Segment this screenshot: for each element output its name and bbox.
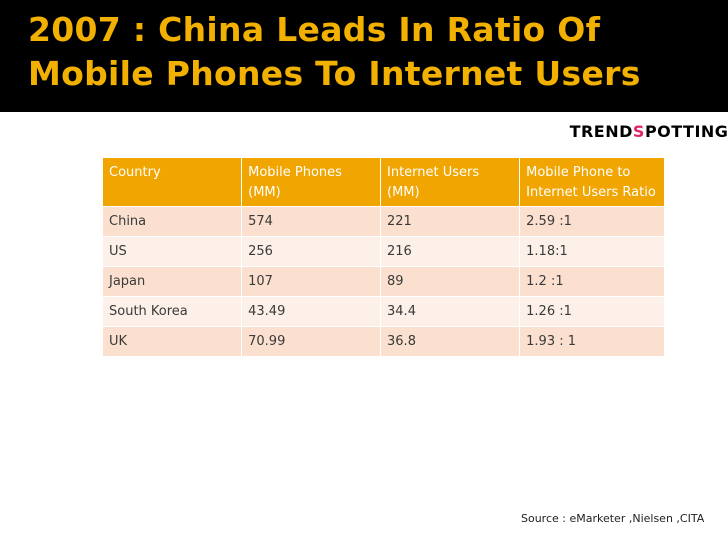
cell-country: UK — [103, 326, 243, 356]
logo-heart-mark: S — [632, 121, 645, 141]
cell-ratio: 2.59 :1 — [519, 206, 665, 237]
cell-country: Japan — [103, 266, 243, 297]
logo-text-right: POTTING — [644, 121, 728, 141]
cell-mobile-phones: 70.99 — [241, 326, 382, 356]
cell-internet-users: 216 — [380, 236, 521, 267]
table-row: China 574 221 2.59 :1 — [103, 206, 665, 237]
table-header-row: Country Mobile Phones (MM) Internet User… — [103, 158, 665, 207]
table-row: South Korea 43.49 34.4 1.26 :1 — [103, 296, 665, 327]
cell-mobile-phones: 43.49 — [241, 296, 382, 327]
source-note: Source : eMarketer ,Nielsen ,CITA — [521, 512, 705, 525]
ratio-table: Country Mobile Phones (MM) Internet User… — [103, 158, 665, 356]
cell-country: South Korea — [103, 296, 243, 327]
header-country: Country — [103, 158, 243, 207]
cell-ratio: 1.93 : 1 — [519, 326, 665, 356]
header-ratio: Mobile Phone to Internet Users Ratio — [519, 158, 665, 207]
logo-text-left: TREND — [569, 121, 633, 141]
logo-text: TRENDSPOTTING — [570, 122, 728, 141]
table-row: Japan 107 89 1.2 :1 — [103, 266, 665, 297]
cell-ratio: 1.18:1 — [519, 236, 665, 267]
trendspotting-logo: TRENDSPOTTING — [570, 117, 728, 145]
table-row: US 256 216 1.18:1 — [103, 236, 665, 267]
header-internet-users: Internet Users (MM) — [380, 158, 521, 207]
slide-title: 2007 : China Leads In Ratio Of Mobile Ph… — [28, 10, 641, 93]
cell-ratio: 1.2 :1 — [519, 266, 665, 297]
title-divider — [0, 112, 728, 120]
cell-internet-users: 34.4 — [380, 296, 521, 327]
table-row: UK 70.99 36.8 1.93 : 1 — [103, 326, 665, 356]
cell-internet-users: 221 — [380, 206, 521, 237]
cell-mobile-phones: 574 — [241, 206, 382, 237]
cell-internet-users: 89 — [380, 266, 521, 297]
cell-country: US — [103, 236, 243, 267]
cell-internet-users: 36.8 — [380, 326, 521, 356]
cell-ratio: 1.26 :1 — [519, 296, 665, 327]
cell-mobile-phones: 256 — [241, 236, 382, 267]
cell-mobile-phones: 107 — [241, 266, 382, 297]
cell-country: China — [103, 206, 243, 237]
header-mobile-phones: Mobile Phones (MM) — [241, 158, 382, 207]
